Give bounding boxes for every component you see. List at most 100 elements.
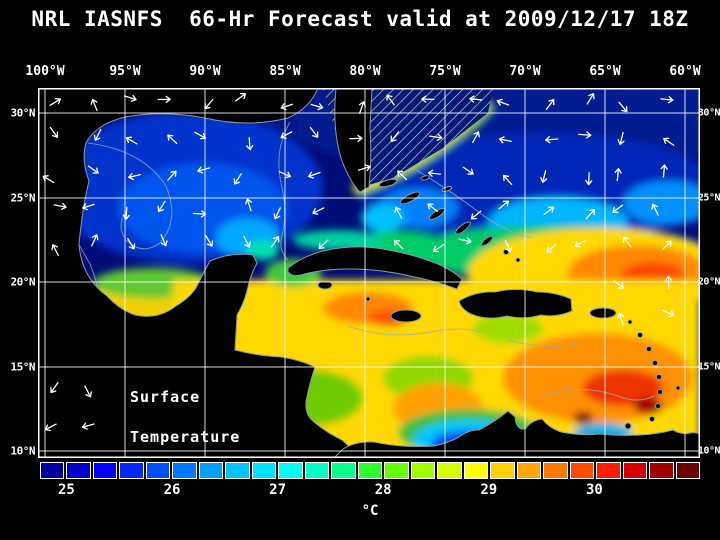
vector-arrow-icon [663,137,675,146]
vector-arrow-icon [578,131,592,139]
colorbar-cell [172,462,197,479]
vector-arrow-icon [390,131,400,142]
lat-tick-label-right: 20°N [697,276,720,288]
vector-arrow-icon [470,210,482,220]
colorbar-cell [92,462,118,479]
colorbar-unit-label: °C [361,503,379,519]
colorbar-cell [198,462,224,479]
colorbar-tick-label: 27 [269,482,287,498]
lon-tick-label: 75°W [429,64,461,79]
current-vector-arrows [42,93,675,432]
lat-tick-label-right: 10°N [697,445,720,457]
vector-arrow-icon [504,240,513,253]
vector-arrow-icon [49,97,61,106]
lon-tick-label: 85°W [269,64,301,79]
vector-arrow-icon [458,237,472,245]
vector-arrow-icon [235,93,247,102]
vector-arrow-icon [309,126,319,138]
colorbar-cell [119,462,144,479]
vector-arrow-icon [87,165,99,174]
vector-arrow-icon [122,206,130,220]
colorbar-tick-label: 29 [480,482,498,498]
vector-arrow-icon [462,166,474,175]
lat-tick-label-left: 30°N [10,106,36,120]
colorbar-cell [251,462,277,479]
colorbar-cell [410,462,436,479]
vector-arrow-icon [543,206,555,216]
lat-tick-label-left: 20°N [10,275,36,289]
colorbar-cell [225,462,250,479]
lon-tick-label: 80°W [349,64,381,79]
overlay-label-line2: Temperature [130,428,240,446]
vector-arrow-icon [502,174,513,186]
vector-arrow-icon [197,166,211,174]
vector-arrow-icon [82,203,95,211]
vector-arrow-icon [472,131,480,144]
vector-arrow-icon [357,164,371,172]
vector-arrow-icon [81,422,95,430]
vector-arrow-icon [123,94,137,102]
land-puerto-rico [589,307,617,319]
vector-arrow-icon [540,169,548,183]
lon-tick-label: 95°W [109,64,141,79]
grid-lines [38,88,700,458]
land-cuba [287,246,463,290]
colorbar-cell [675,462,701,479]
vector-arrow-icon [651,203,659,216]
colorbar-cell [622,462,648,479]
vector-arrow-icon [50,382,59,394]
vector-arrow-icon [204,98,214,110]
vector-arrow-icon [496,98,510,106]
colorbar-tick-label: 30 [585,482,603,498]
colorbar-cell [463,462,489,479]
colorbar-cell [357,462,383,479]
vector-arrow-icon [612,204,624,213]
land-isle-of-youth [317,280,333,290]
lat-tick-label-right: 25°N [697,192,720,203]
vector-arrow-icon [246,137,254,151]
vector-arrow-icon [614,167,622,182]
vector-arrow-icon [233,173,242,185]
vector-arrow-icon [273,207,281,220]
colorbar-cell [569,462,595,479]
figure-title: NRL IASNFS 66-Hr Forecast valid at 2009/… [31,7,689,31]
colorbar-cell [304,462,330,479]
vector-arrow-icon [44,423,57,432]
colorbar-cell [145,462,171,479]
vector-arrow-icon [622,236,632,248]
vector-arrow-icon [318,239,329,249]
colorbar-cell [437,462,462,479]
lat-tick-label-right: 30°N [697,107,720,119]
colorbar-tick-label: 25 [57,482,75,498]
vector-arrow-icon [53,202,67,210]
vector-arrow-icon [280,103,294,111]
vector-arrow-icon [42,175,55,184]
vector-arrow-icon [194,131,207,140]
colorbar-cell [516,462,542,479]
vector-arrow-icon [271,236,280,248]
colorbar-cell [596,462,621,479]
map-border [38,88,700,458]
vector-arrow-icon [307,171,321,179]
vector-arrow-icon [427,203,439,213]
colorbar-tick-label: 26 [163,482,181,498]
colorbar-cell [384,462,409,479]
vector-arrow-icon [90,98,98,112]
vector-arrow-icon [49,126,59,138]
vector-arrow-icon [125,136,138,145]
vector-arrow-icon [662,309,675,318]
vector-arrow-icon [617,312,625,326]
lat-tick-label-right: 15°N [697,361,720,372]
vector-arrow-icon [664,275,673,289]
vector-arrow-icon [157,200,166,213]
vector-arrow-icon [245,198,253,212]
vector-arrow-icon [167,170,177,181]
lon-tick-label: 90°W [189,64,221,79]
vector-arrow-icon [205,235,214,247]
lon-tick-label: 100°W [25,64,65,79]
vector-arrow-icon [51,244,59,257]
vector-arrow-icon [160,234,168,247]
vector-arrow-icon [545,98,555,110]
vector-arrow-icon [280,131,293,139]
vector-arrow-icon [661,240,672,251]
